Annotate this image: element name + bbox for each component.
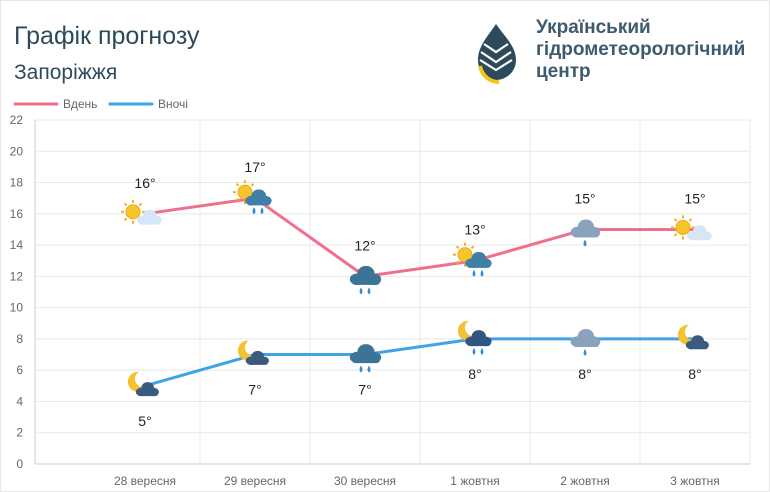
data-label-day: 12° (354, 237, 375, 253)
legend-item-day: Вдень (13, 97, 97, 111)
weather-icon-sun-cloud (671, 215, 712, 241)
data-label-day: 13° (464, 222, 485, 238)
data-label-night: 7° (248, 382, 261, 398)
y-tick-label: 8 (16, 332, 23, 346)
data-label-day: 15° (574, 190, 595, 206)
city-name: Запоріжжя (14, 61, 118, 84)
legend-label: Вдень (63, 97, 97, 111)
legend-label: Вночі (158, 97, 188, 111)
organization-name: Український гідрометеорологічний центр (536, 17, 766, 83)
data-label-night: 8° (468, 366, 481, 382)
weather-icon-moon-cloud-rain (457, 320, 492, 355)
weather-icon-moon-cloud (677, 324, 709, 350)
y-tick-label: 12 (10, 269, 24, 283)
org-line-1: Український (536, 17, 651, 38)
legend-item-night: Вночі (108, 97, 188, 111)
weather-icon-cloud-rain-light (570, 219, 601, 247)
y-tick-label: 2 (16, 426, 23, 440)
y-tick-label: 16 (10, 207, 24, 221)
x-tick-label: 3 жовтня (670, 474, 719, 488)
y-tick-label: 0 (16, 457, 23, 471)
weather-icon-cloud-rain (349, 344, 382, 373)
y-tick-label: 18 (10, 176, 24, 190)
page-title: Графік прогнозу (14, 22, 200, 50)
y-tick-label: 6 (16, 363, 23, 377)
y-tick-label: 4 (16, 394, 23, 408)
x-tick-label: 30 вересня (334, 474, 396, 488)
weather-icon-sun-cloud (121, 199, 162, 225)
org-line-2: гідрометеорологічний (536, 39, 746, 60)
weather-icon-moon-cloud (127, 371, 159, 397)
data-label-night: 8° (578, 366, 591, 382)
data-label-night: 8° (688, 366, 701, 382)
x-tick-label: 1 жовтня (450, 474, 499, 488)
data-label-day: 15° (684, 190, 705, 206)
weather-icon-cloud-rain-light (570, 329, 601, 356)
weather-icon-moon-cloud (237, 340, 269, 365)
ugmc-logo-icon (478, 24, 516, 84)
x-tick-label: 28 вересня (114, 474, 176, 488)
y-tick-label: 22 (10, 113, 24, 127)
y-tick-label: 14 (10, 238, 24, 252)
data-label-day: 16° (134, 175, 155, 191)
data-label-night: 7° (358, 382, 371, 398)
weather-icon-sun-cloud-rain (453, 242, 492, 277)
series-line-night (144, 337, 695, 388)
x-tick-label: 29 вересня (224, 474, 286, 488)
y-tick-label: 10 (10, 301, 24, 315)
weather-icon-sun-cloud-rain (233, 180, 272, 215)
org-line-3: центр (536, 61, 591, 82)
x-tick-label: 2 жовтня (560, 474, 609, 488)
weather-icon-cloud-rain (349, 265, 382, 295)
data-label-day: 17° (244, 159, 265, 175)
data-label-night: 5° (138, 413, 151, 429)
y-tick-label: 20 (10, 144, 24, 158)
